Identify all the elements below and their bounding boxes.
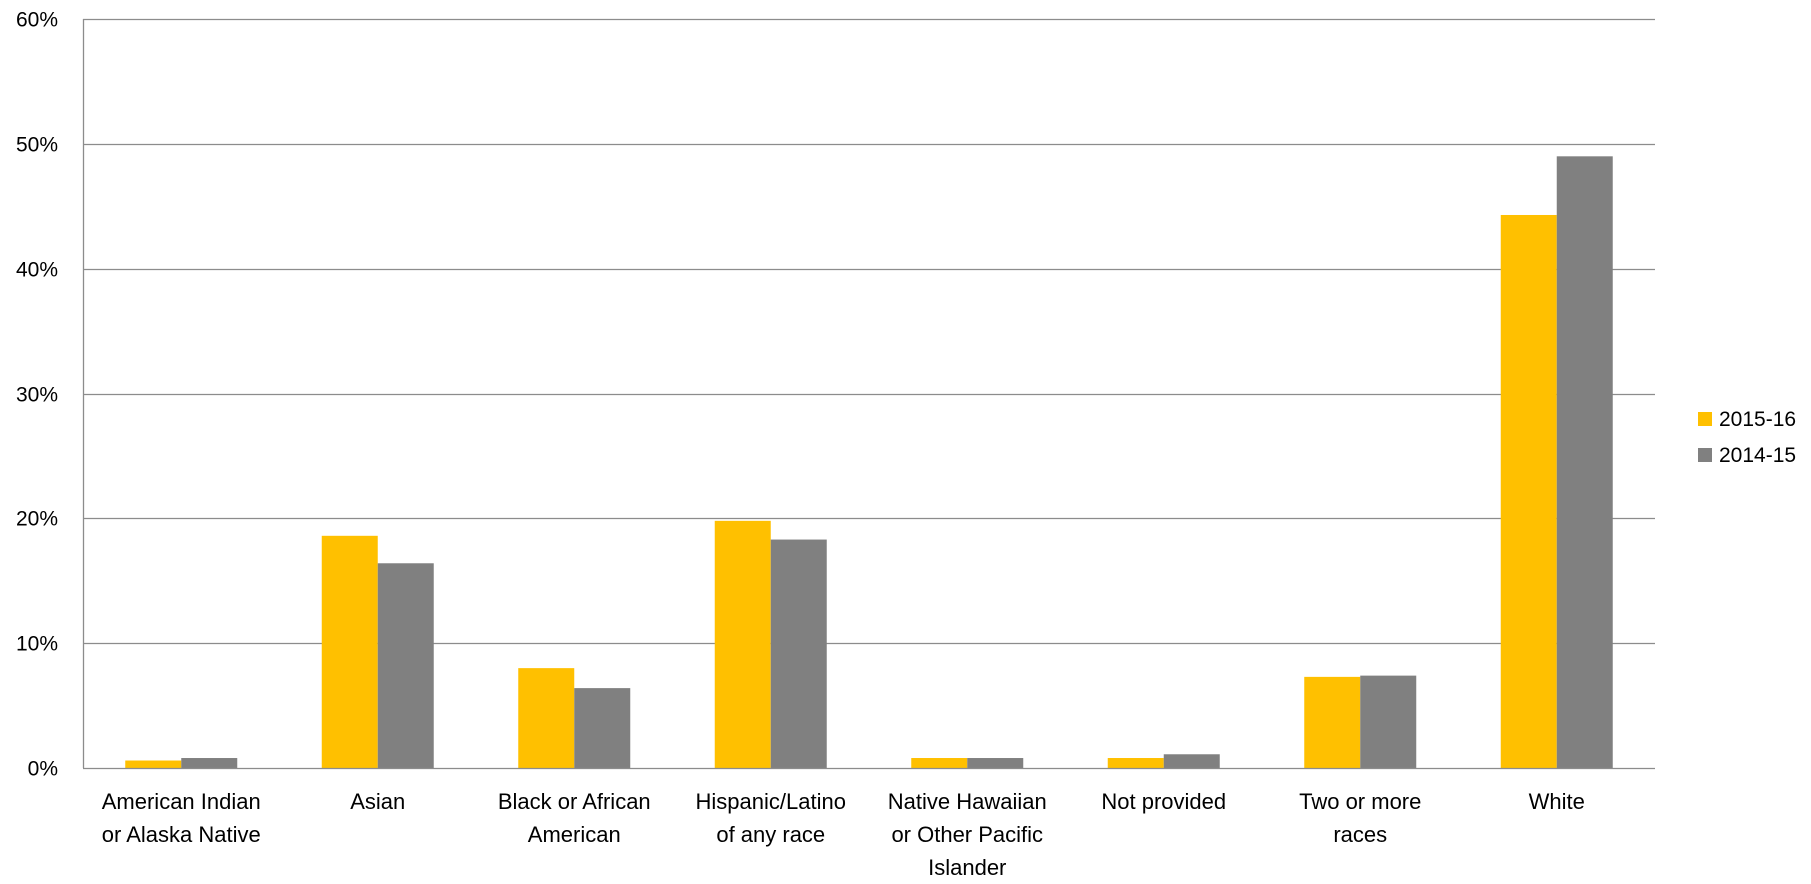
x-tick-label-line: Black or African [498,789,651,814]
x-tick-label: Two or more races [1299,789,1421,847]
x-tick-label: Native Hawaiian or Other Pacific Islander [888,789,1047,879]
legend-swatch [1698,448,1712,462]
bar-2015-16-7 [1500,214,1557,768]
y-tick-label: 60% [16,9,58,32]
legend-label: 2015-16 [1719,408,1796,431]
bar-2014-15-0 [181,758,238,768]
bar-2015-16-5 [1107,758,1164,768]
x-tick-label-line: of any race [716,822,825,847]
x-tick-label-line: American [528,822,621,847]
y-tick-label: 10% [16,633,58,656]
x-tick-label: White [1529,789,1585,814]
x-tick-label-line: Not provided [1101,789,1226,814]
legend-label: 2014-15 [1719,444,1796,467]
x-tick-label-line: Islander [928,855,1006,879]
legend-swatch [1698,412,1712,426]
axes [82,19,1655,770]
bar-2014-15-1 [377,563,434,768]
y-tick-label: 30% [16,384,58,407]
x-tick-label: American Indian or Alaska Native [102,789,261,847]
bar-2015-16-6 [1304,676,1361,768]
bar-2014-15-5 [1163,754,1220,768]
x-tick-label-line: Hispanic/Latino [696,789,846,814]
gridlines [83,18,1655,645]
y-tick-label: 0% [28,758,58,781]
x-tick-label: Hispanic/Latino of any race [696,789,846,847]
x-tick-label: Not provided [1101,789,1226,814]
x-tick-label-line: Asian [350,789,405,814]
x-tick-label: Asian [350,789,405,814]
x-tick-label-line: or Alaska Native [102,822,261,847]
y-tick-label: 50% [16,134,58,157]
x-tick-label-line: or Other Pacific [891,822,1043,847]
bar-2015-16-1 [321,535,378,768]
bar-2015-16-0 [125,760,182,768]
y-tick-label: 20% [16,508,58,531]
bar-2015-16-2 [518,668,575,768]
bar-2014-15-6 [1360,675,1417,768]
x-tick-label-line: White [1529,789,1585,814]
x-tick-label-line: Two or more [1299,789,1421,814]
bar-2014-15-7 [1556,156,1613,769]
y-tick-label: 40% [16,259,58,282]
bar-2014-15-4 [967,758,1024,768]
axis-labels: 0% 10% 20% 30% 40% 50% 60% American Indian or Al… [16,9,1585,881]
x-tick-label: Black or African American [498,789,651,847]
x-tick-label-line: American Indian [102,789,261,814]
bar-2015-16-3 [714,520,771,768]
bar-2014-15-3 [770,539,827,768]
x-tick-label-line: Native Hawaiian [888,789,1047,814]
bars [125,156,1613,769]
bar-2014-15-2 [574,688,631,768]
legend: 2015-16 2014-15 [1698,408,1796,467]
bar-2015-16-4 [911,758,968,768]
x-tick-label-line: races [1333,822,1387,847]
